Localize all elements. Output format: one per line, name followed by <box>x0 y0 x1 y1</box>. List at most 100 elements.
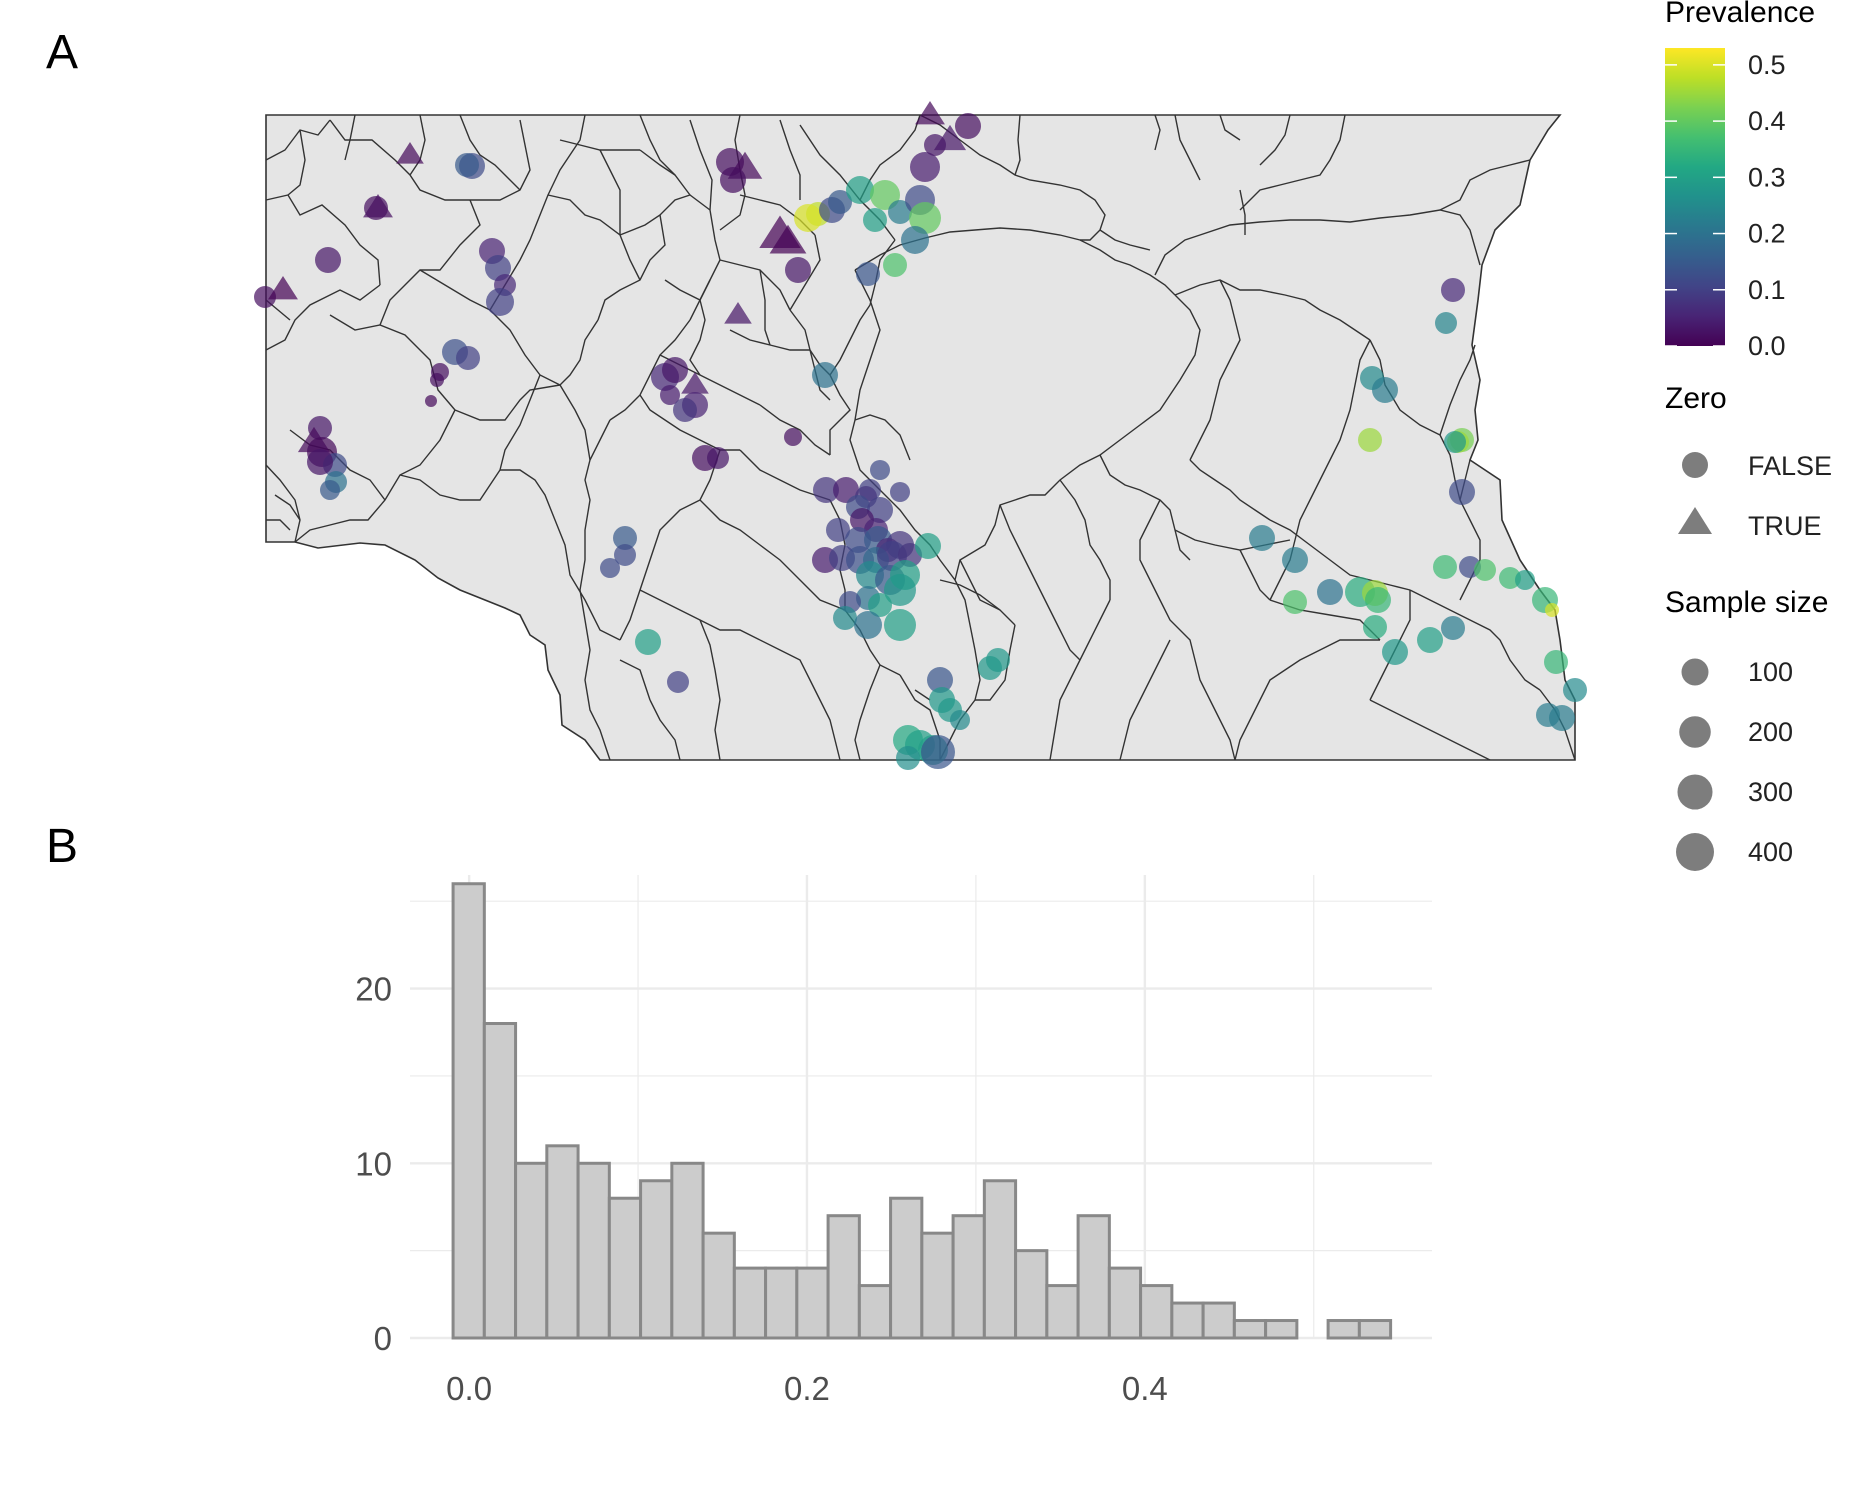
histogram-bar <box>1232 1319 1268 1340</box>
histogram-bar <box>857 1284 893 1340</box>
histogram-bar <box>1076 1214 1111 1340</box>
survey-point-triangle <box>268 275 298 300</box>
size-circle-icon <box>1676 833 1714 871</box>
zero-false-label: FALSE <box>1748 451 1832 481</box>
survey-point <box>910 152 940 182</box>
prevalence-ticks: 0.0 0.1 0.2 0.3 0.4 0.5 <box>1665 50 1786 361</box>
survey-point <box>635 629 661 655</box>
panel-b-label: B <box>46 820 78 873</box>
survey-point-triangle <box>724 302 752 324</box>
survey-point <box>870 180 900 210</box>
survey-point <box>254 286 276 308</box>
size-circle-icon <box>1677 774 1713 810</box>
survey-point <box>1444 431 1466 453</box>
colorbar-tick-label: 0.3 <box>1748 162 1786 192</box>
survey-point <box>927 667 953 693</box>
survey-point <box>1441 278 1465 302</box>
survey-point <box>1499 567 1521 589</box>
survey-point-triangle <box>769 224 807 254</box>
y-tick-label: 10 <box>355 1145 392 1182</box>
survey-point <box>1544 650 1568 674</box>
sample-size-legend-title: Sample size <box>1665 586 1828 619</box>
survey-point <box>430 373 444 387</box>
survey-point <box>1435 312 1457 334</box>
survey-point <box>856 262 880 286</box>
survey-point <box>846 176 874 204</box>
map-points <box>254 100 1587 770</box>
survey-point <box>868 593 892 617</box>
survey-point <box>924 134 946 156</box>
histogram-bar <box>451 882 486 1340</box>
survey-point <box>826 518 850 542</box>
x-tick-label: 0.4 <box>1122 1370 1168 1407</box>
survey-point <box>890 482 910 502</box>
survey-point <box>955 113 981 139</box>
survey-point <box>888 200 912 224</box>
survey-point <box>986 648 1010 672</box>
survey-point <box>364 196 388 220</box>
survey-point <box>1417 627 1443 653</box>
survey-point <box>1283 590 1307 614</box>
zero-true-label: TRUE <box>1748 511 1822 541</box>
colorbar-tick-label: 0.1 <box>1748 275 1786 305</box>
survey-point <box>673 398 697 422</box>
survey-point <box>901 226 929 254</box>
prevalence-legend-title: Prevalence <box>1665 0 1815 29</box>
size-legend-label: 300 <box>1748 777 1793 807</box>
circle-icon <box>1682 452 1708 478</box>
survey-point <box>1515 570 1535 590</box>
histogram-bar <box>670 1161 705 1340</box>
survey-point <box>909 202 941 234</box>
survey-point <box>667 671 689 693</box>
survey-point <box>456 346 480 370</box>
survey-point <box>455 153 479 177</box>
survey-point <box>870 460 890 480</box>
survey-point <box>660 385 680 405</box>
survey-point <box>854 611 882 639</box>
prevalence-colorbar <box>1665 48 1725 346</box>
survey-point <box>486 288 514 316</box>
histogram-y-ticks: 0 10 20 <box>355 971 392 1357</box>
survey-point <box>863 208 887 232</box>
survey-point <box>1249 525 1275 551</box>
y-tick-label: 0 <box>374 1320 392 1357</box>
size-circle-icon <box>1679 716 1711 748</box>
histogram-bar <box>1201 1301 1236 1340</box>
survey-point <box>320 480 340 500</box>
triangle-icon <box>1678 507 1712 534</box>
size-legend-label: 100 <box>1748 657 1793 687</box>
survey-point <box>1358 428 1382 452</box>
survey-point <box>883 253 907 277</box>
survey-point <box>1365 587 1391 613</box>
survey-point <box>828 190 852 214</box>
survey-point-triangle <box>915 100 945 125</box>
survey-point <box>867 497 893 523</box>
size-legend-label: 200 <box>1748 717 1793 747</box>
survey-point <box>785 257 811 283</box>
survey-point <box>1549 705 1575 731</box>
survey-point <box>833 606 857 630</box>
survey-point <box>950 710 970 730</box>
survey-point <box>812 362 838 388</box>
histogram-bar <box>482 1022 518 1340</box>
survey-point <box>600 558 620 578</box>
survey-point <box>1474 559 1496 581</box>
survey-point <box>1363 615 1387 639</box>
y-tick-label: 20 <box>355 971 392 1008</box>
sample-size-legend: 100 200 300 400 <box>1676 657 1793 871</box>
colorbar-tick-label: 0.4 <box>1748 106 1786 136</box>
survey-point <box>884 574 916 606</box>
survey-point <box>662 357 688 383</box>
survey-point <box>613 526 637 550</box>
colorbar-tick-label: 0.5 <box>1748 50 1786 80</box>
survey-point <box>896 746 920 770</box>
histogram-bar <box>639 1179 674 1340</box>
survey-point <box>315 247 341 273</box>
histogram-bar <box>1170 1301 1205 1340</box>
survey-point-triangle <box>681 372 709 394</box>
survey-point <box>1449 479 1475 505</box>
map-panel <box>254 100 1587 770</box>
histogram-bar <box>764 1266 799 1340</box>
histogram-x-ticks: 0.0 0.2 0.4 <box>446 1370 1168 1407</box>
